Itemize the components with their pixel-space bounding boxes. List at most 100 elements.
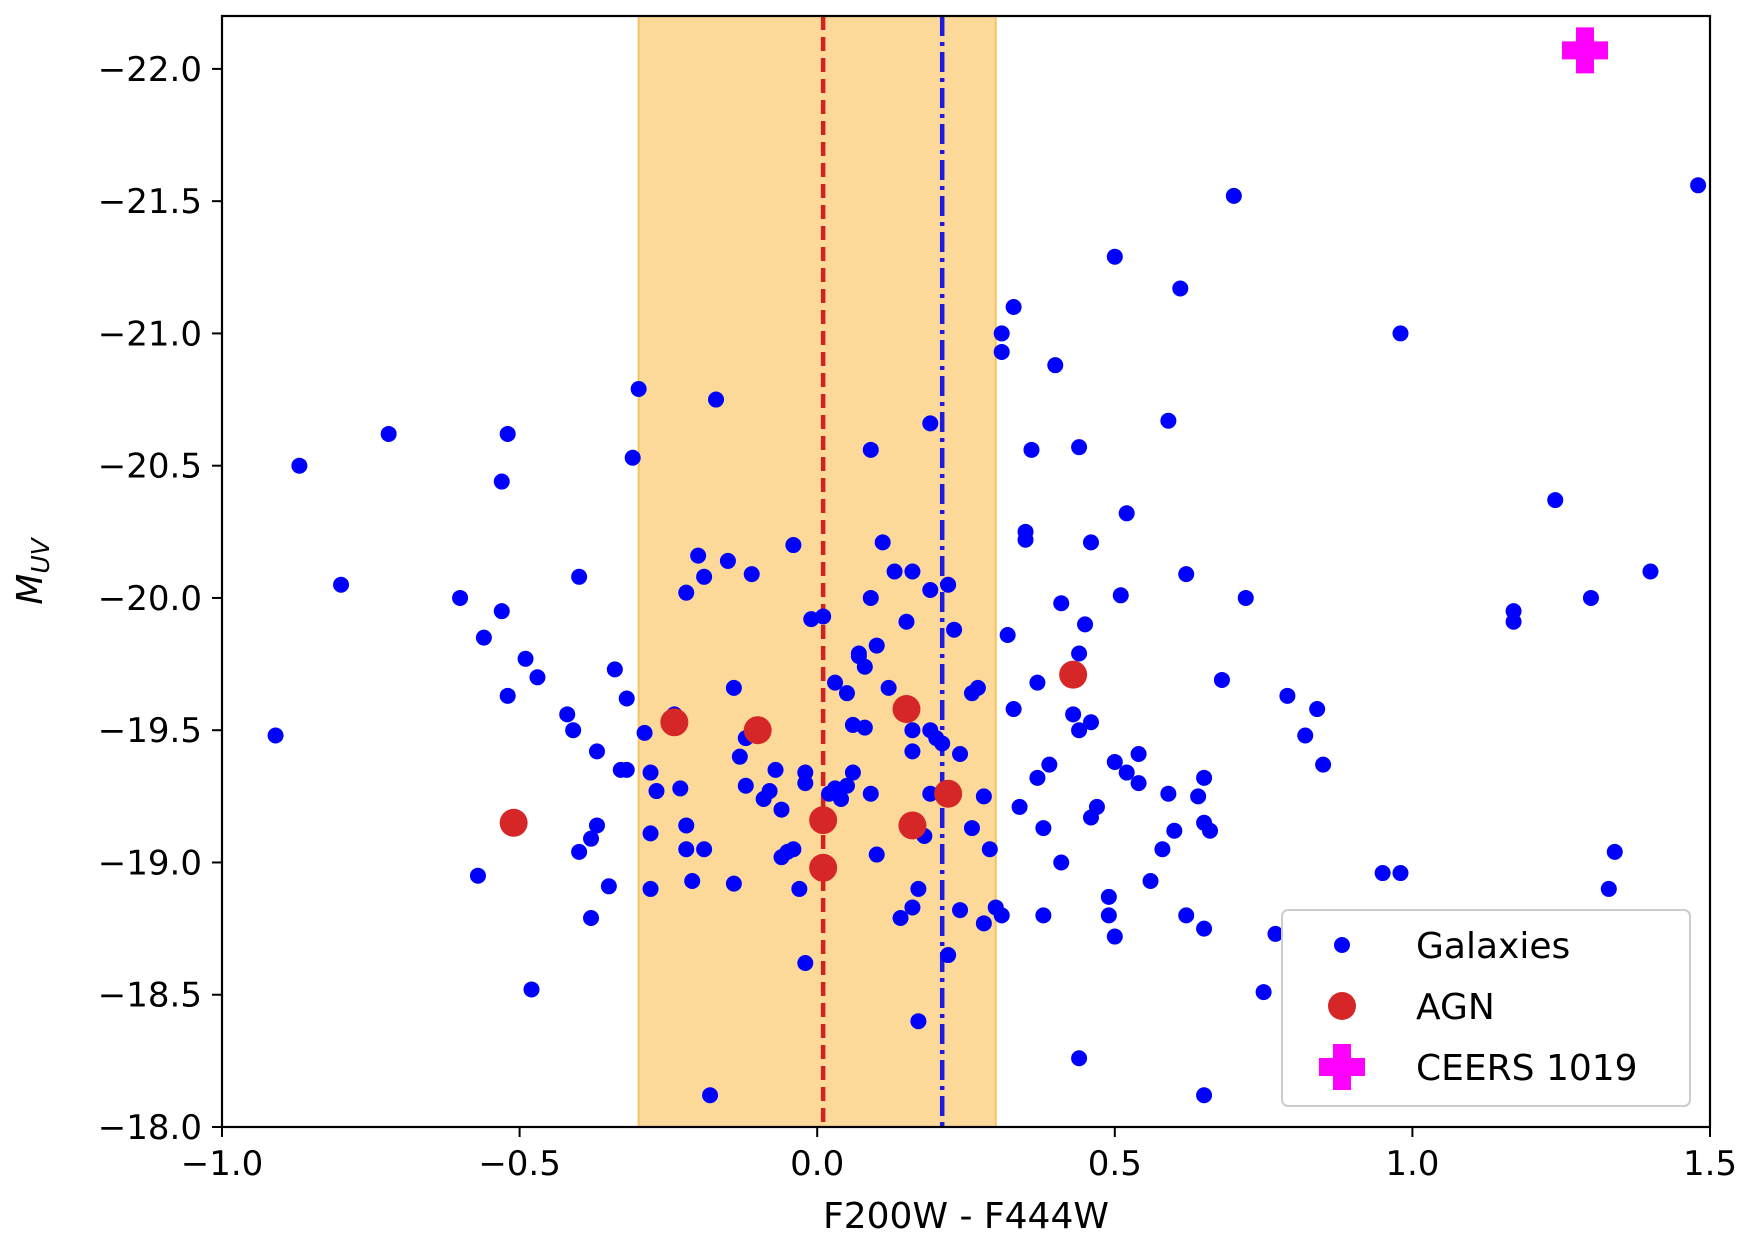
- galaxy-point: [993, 325, 1010, 342]
- agn-point: [809, 806, 838, 835]
- galaxy-point: [1297, 727, 1314, 744]
- series-ceers-1019: [1562, 27, 1609, 74]
- galaxy-point: [868, 846, 885, 863]
- galaxy-point: [1196, 769, 1213, 786]
- y-axis-label-subscript: UV: [26, 536, 55, 573]
- galaxy-point: [725, 679, 742, 696]
- galaxy-point: [1166, 822, 1183, 839]
- galaxy-point: [571, 843, 588, 860]
- galaxy-point: [1315, 756, 1332, 773]
- series-galaxies: [267, 177, 1707, 1104]
- galaxy-point: [1130, 746, 1147, 763]
- galaxy-point: [838, 777, 855, 794]
- galaxy-point: [719, 552, 736, 569]
- y-axis-ticks: −22.0 −21.5 −21.0 −20.5 −20.0 −19.5 −19.0 −18.5…: [98, 50, 222, 1148]
- galaxy-point: [1642, 563, 1659, 580]
- y-tick-label: −19.5: [98, 711, 202, 751]
- y-tick-label: −18.5: [98, 976, 202, 1016]
- galaxy-point: [642, 825, 659, 842]
- galaxy-point: [785, 537, 802, 554]
- agn-point: [660, 708, 689, 737]
- x-tick-label: 0.0: [790, 1144, 844, 1184]
- galaxy-point: [517, 650, 534, 667]
- galaxy-point: [898, 613, 915, 630]
- galaxy-point: [1196, 920, 1213, 937]
- galaxy-point: [588, 817, 605, 834]
- galaxy-point: [499, 687, 516, 704]
- reference-lines-layer: [820, 16, 945, 1127]
- galaxy-point: [910, 1013, 927, 1030]
- galaxy-point: [1041, 756, 1058, 773]
- galaxy-point: [1029, 674, 1046, 691]
- galaxy-point: [1088, 798, 1105, 815]
- galaxy-point: [559, 706, 576, 723]
- y-axis-label-main: M: [10, 574, 51, 605]
- galaxy-point: [618, 690, 635, 707]
- legend-label-agn: AGN: [1416, 987, 1495, 1028]
- galaxy-point: [940, 947, 957, 964]
- galaxy-point: [838, 685, 855, 702]
- galaxy-point: [1005, 701, 1022, 718]
- galaxy-point: [1505, 613, 1522, 630]
- x-tick-label: 1.0: [1385, 1144, 1439, 1184]
- galaxy-point: [773, 801, 790, 818]
- legend-marker-agn: [1328, 992, 1356, 1020]
- galaxy-point: [1047, 357, 1064, 374]
- galaxy-point: [565, 722, 582, 739]
- galaxy-point: [529, 669, 546, 686]
- legend-box: [1281, 909, 1691, 1107]
- galaxy-point: [642, 880, 659, 897]
- galaxy-point: [1053, 854, 1070, 871]
- galaxy-point: [904, 743, 921, 760]
- agn-point: [892, 695, 921, 724]
- x-axis-ticks: −1.0 −0.5 0.0 0.5 1.0 1.5: [181, 1127, 1737, 1184]
- galaxy-point: [1118, 505, 1135, 522]
- galaxy-point: [940, 576, 957, 593]
- galaxy-point: [1071, 722, 1088, 739]
- galaxy-point: [803, 611, 820, 628]
- galaxy-point: [975, 915, 992, 932]
- galaxy-point: [993, 907, 1010, 924]
- galaxy-point: [725, 875, 742, 892]
- galaxy-point: [922, 785, 939, 802]
- galaxy-point: [892, 910, 909, 927]
- legend-marker-ceers-1019: [1319, 1044, 1365, 1090]
- galaxy-point: [850, 645, 867, 662]
- galaxy-point: [1071, 1050, 1088, 1067]
- galaxy-point: [708, 391, 725, 408]
- galaxy-point: [696, 841, 713, 858]
- galaxy-point: [862, 441, 879, 458]
- galaxy-point: [612, 761, 629, 778]
- galaxy-point: [1106, 753, 1123, 770]
- galaxy-point: [1309, 701, 1326, 718]
- legend-marker-galaxies: [1334, 937, 1350, 953]
- galaxy-point: [886, 563, 903, 580]
- galaxy-point: [636, 724, 653, 741]
- agn-point: [809, 853, 838, 882]
- galaxy-point: [993, 343, 1010, 360]
- galaxy-point: [1082, 534, 1099, 551]
- galaxy-point: [1213, 671, 1230, 688]
- agn-point: [1059, 660, 1088, 689]
- galaxy-point: [600, 878, 617, 895]
- y-tick-label: −20.0: [98, 579, 202, 619]
- galaxy-point: [1690, 177, 1707, 194]
- galaxy-point: [1112, 587, 1129, 604]
- galaxy-point: [452, 589, 469, 606]
- galaxy-point: [815, 608, 832, 625]
- galaxy-point: [731, 748, 748, 765]
- galaxy-point: [648, 783, 665, 800]
- galaxy-point: [856, 658, 873, 675]
- galaxy-point: [797, 954, 814, 971]
- galaxy-point: [523, 981, 540, 998]
- galaxy-point: [904, 899, 921, 916]
- galaxy-point: [1600, 880, 1617, 897]
- galaxy-point: [952, 746, 969, 763]
- galaxy-point: [922, 582, 939, 599]
- galaxy-point: [588, 743, 605, 760]
- galaxy-point: [904, 563, 921, 580]
- y-tick-label: −21.0: [98, 314, 202, 354]
- galaxy-point: [1392, 325, 1409, 342]
- galaxy-point: [880, 679, 897, 696]
- galaxy-point: [1023, 441, 1040, 458]
